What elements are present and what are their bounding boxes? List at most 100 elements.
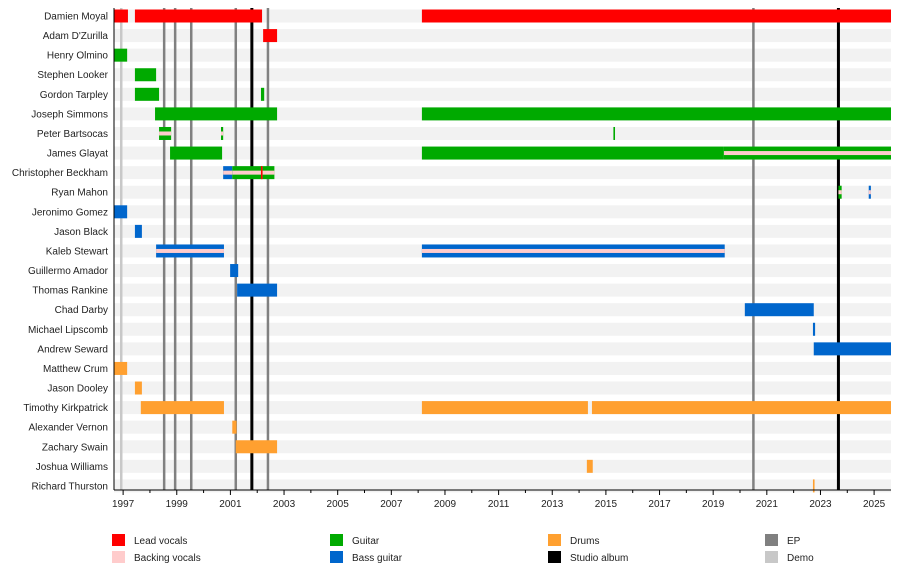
member-label: Chad Darby — [55, 305, 108, 316]
bass-bar — [744, 303, 814, 317]
legend-swatch-bass — [330, 551, 343, 563]
legend-swatch-ep — [765, 534, 778, 546]
lead-bar — [421, 9, 891, 23]
row-band — [114, 264, 891, 278]
legend-label-drums: Drums — [570, 536, 599, 547]
lead-bar — [263, 29, 278, 43]
row-band — [114, 224, 891, 238]
drums-bar — [140, 401, 224, 415]
lead-bar — [260, 166, 263, 180]
drums-bar — [232, 420, 237, 434]
member-label: Ryan Mahon — [51, 188, 108, 199]
guitar-bar — [134, 68, 157, 82]
guitar-bar — [421, 107, 891, 121]
backing-bar — [262, 170, 275, 175]
member-label: Zachary Swain — [42, 442, 108, 453]
x-tick-label: 2001 — [219, 499, 242, 510]
row-band — [114, 126, 891, 140]
member-label: Joseph Simmons — [31, 109, 108, 120]
member-label: Michael Lipscomb — [28, 325, 108, 336]
member-label: Matthew Crum — [43, 364, 108, 375]
guitar-bar — [155, 107, 278, 121]
legend-label-lead: Lead vocals — [134, 536, 187, 547]
member-label: Timothy Kirkpatrick — [23, 403, 109, 414]
drums-bar — [586, 459, 593, 473]
row-band — [114, 205, 891, 219]
lead-bar — [134, 9, 263, 23]
x-tick-label: 2019 — [702, 499, 725, 510]
row-band — [114, 459, 891, 473]
backing-bar — [421, 248, 725, 253]
guitar-bar — [170, 146, 223, 160]
member-label: Christopher Beckham — [12, 168, 108, 179]
member-label: Peter Bartsocas — [37, 129, 108, 140]
member-label: Richard Thurston — [31, 481, 108, 492]
row-band — [114, 342, 891, 356]
bass-bar — [237, 283, 278, 297]
member-label: James Glayat — [47, 149, 108, 160]
drums-bar — [421, 401, 588, 415]
member-label: Stephen Looker — [37, 70, 108, 81]
row-band — [114, 381, 891, 395]
x-tick-label: 2023 — [809, 499, 832, 510]
legend-swatch-studio — [548, 551, 561, 563]
x-tick-label: 2005 — [327, 499, 350, 510]
member-label: Jeronimo Gomez — [32, 207, 108, 218]
x-tick-label: 2017 — [648, 499, 671, 510]
bass-bar — [114, 205, 128, 219]
legend-label-demo: Demo — [787, 553, 814, 564]
legend-label-ep: EP — [787, 536, 801, 547]
row-band — [114, 185, 891, 199]
row-band — [114, 283, 891, 297]
row-band — [114, 166, 891, 180]
member-label: Adam D'Zurilla — [43, 31, 109, 42]
bass-bar — [134, 224, 142, 238]
legend-label-studio: Studio album — [570, 553, 628, 564]
legend-swatch-guitar — [330, 534, 343, 546]
x-tick-label: 2011 — [488, 499, 510, 510]
backing-bar — [868, 190, 871, 195]
guitar-bar — [134, 87, 160, 101]
lead-bar — [114, 9, 128, 23]
row-band — [114, 420, 891, 434]
x-tick-label: 2021 — [756, 499, 779, 510]
backing-bar — [223, 170, 233, 175]
member-label: Henry Olmino — [47, 51, 109, 62]
member-label: Kaleb Stewart — [46, 246, 108, 257]
x-tick-label: 1997 — [112, 499, 135, 510]
bass-bar — [812, 322, 816, 336]
legend-swatch-lead — [112, 534, 125, 546]
member-label: Thomas Rankine — [32, 286, 108, 297]
member-label: Jason Dooley — [47, 384, 108, 395]
legend-label-bass: Bass guitar — [352, 553, 403, 564]
drums-bar — [812, 479, 815, 493]
backing-bar — [221, 131, 224, 136]
member-label: Damien Moyal — [44, 12, 108, 23]
bass-bar — [230, 264, 239, 278]
backing-bar — [723, 151, 891, 156]
guitar-bar — [114, 48, 128, 62]
row-band — [114, 440, 891, 454]
drums-bar — [134, 381, 142, 395]
member-label: Gordon Tarpley — [40, 90, 108, 101]
row-band — [114, 68, 891, 82]
x-tick-label: 2013 — [541, 499, 564, 510]
backing-bar — [156, 248, 224, 253]
bass-bar — [813, 342, 891, 356]
guitar-bar — [421, 146, 724, 160]
x-tick-label: 2015 — [595, 499, 618, 510]
row-band — [114, 361, 891, 375]
guitar-bar — [613, 126, 616, 140]
legend-swatch-backing — [112, 551, 125, 563]
legend-swatch-demo — [765, 551, 778, 563]
member-label: Guillermo Amador — [28, 266, 109, 277]
x-tick-label: 2009 — [434, 499, 457, 510]
member-label: Jason Black — [54, 227, 109, 238]
member-label: Andrew Seward — [37, 344, 108, 355]
row-band — [114, 87, 891, 101]
row-band — [114, 303, 891, 317]
x-tick-label: 2025 — [863, 499, 886, 510]
member-label: Joshua Williams — [36, 462, 108, 473]
legend-swatch-drums — [548, 534, 561, 546]
